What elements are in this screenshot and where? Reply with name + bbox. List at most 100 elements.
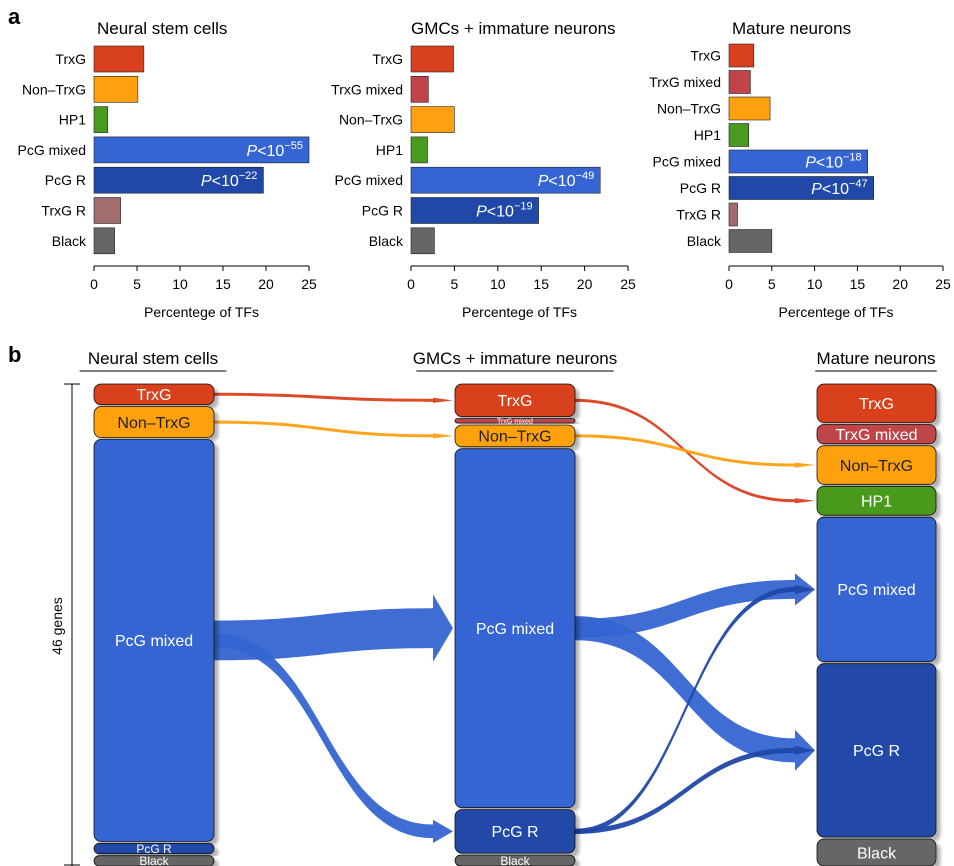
x-tick-label: 25	[620, 276, 636, 292]
p-value-annotation: P<10−22	[201, 170, 257, 190]
bar-non-trxg	[728, 96, 771, 121]
stage-title: Neural stem cells	[88, 349, 218, 368]
category-label: HP1	[694, 127, 721, 143]
node-label: TrxG	[859, 396, 894, 413]
p-base: <10	[816, 155, 843, 172]
node-trxg-mixed	[454, 418, 576, 424]
node-non-trxg	[454, 424, 576, 448]
p-symbol: P	[247, 143, 258, 160]
bar-pcg-mixed	[410, 166, 601, 194]
stage-title: GMCs + immature neurons	[413, 349, 618, 368]
flow-non-trxg-to-non-trxg	[575, 434, 815, 468]
p-value-annotation: P<10−55	[247, 140, 303, 160]
p-symbol: P	[476, 204, 487, 221]
p-base: <10	[212, 173, 239, 190]
bar-trxg	[93, 45, 145, 73]
x-axis-label: Percentege of TFs	[144, 304, 259, 320]
x-tick-label: 10	[490, 276, 506, 292]
node-pcg-mixed	[93, 439, 215, 842]
node-label: HP1	[861, 494, 892, 511]
x-tick-label: 15	[533, 276, 549, 292]
p-symbol: P	[201, 173, 212, 190]
p-symbol: P	[811, 181, 822, 198]
category-label: Black	[52, 233, 87, 249]
node-label: Black	[857, 845, 897, 862]
category-label: Black	[687, 233, 722, 249]
p-exponent: −18	[843, 152, 862, 164]
x-tick-label: 20	[892, 276, 908, 292]
x-tick-label: 20	[577, 276, 593, 292]
node-trxg	[93, 383, 215, 406]
chart-title: Mature neurons	[732, 19, 851, 38]
node-label: TrxG mixed	[835, 427, 917, 444]
panel-a-label: a	[8, 4, 21, 29]
stage-title: Mature neurons	[816, 349, 935, 368]
x-tick-label: 0	[90, 276, 98, 292]
node-label: Non–TrxG	[117, 415, 190, 432]
flow-trxg-to-trxg	[214, 392, 453, 403]
p-value-annotation: P<10−47	[811, 178, 867, 198]
bar-chart-3: Mature neurons TrxG TrxG mixed Non–TrxG HP1 P…	[649, 19, 951, 320]
x-tick-label: 20	[258, 276, 274, 292]
x-tick-label: 0	[407, 276, 415, 292]
node-trxg-mixed	[816, 424, 937, 445]
x-tick-label: 15	[850, 276, 866, 292]
bar-trxg-r	[93, 197, 121, 224]
node-label: PcG R	[136, 842, 172, 856]
node-label: PcG mixed	[476, 621, 554, 638]
node-label: PcG mixed	[115, 633, 193, 650]
panel-b-label: b	[8, 342, 21, 367]
node-hp1	[816, 485, 937, 516]
node-label: Non–TrxG	[478, 429, 551, 446]
x-tick-label: 0	[725, 276, 733, 292]
bar-pcg-mixed	[728, 149, 868, 174]
node-label: Black	[139, 854, 169, 866]
bar-chart-1: Neural stem cells TrxG Non–TrxG HP1 PcG mixe…	[18, 19, 317, 320]
p-exponent: −19	[514, 201, 533, 213]
x-tick-label: 10	[807, 276, 823, 292]
flow-pcg-mixed-to-pcg-r	[214, 633, 453, 843]
x-tick-label: 25	[301, 276, 317, 292]
node-pcg-mixed	[454, 448, 576, 809]
bar-pcg-r	[93, 166, 264, 194]
category-label: Non–TrxG	[22, 81, 86, 97]
bar-charts-panel: Neural stem cells TrxG Non–TrxG HP1 PcG mixe…	[18, 19, 951, 320]
bar-pcg-mixed	[93, 136, 310, 164]
bar-trxg	[410, 45, 454, 73]
category-label: Black	[369, 233, 404, 249]
p-base: <10	[548, 173, 575, 190]
node-black	[454, 854, 576, 866]
category-label: TrxG mixed	[331, 81, 403, 97]
bar-black	[410, 227, 435, 255]
node-label: TrxG	[137, 387, 172, 404]
bar-non-trxg	[93, 76, 139, 103]
category-label: TrxG	[690, 48, 721, 64]
node-trxg	[454, 383, 576, 418]
node-label: Non–TrxG	[840, 458, 913, 475]
category-label: TrxG	[55, 51, 86, 67]
flow-non-trxg-to-non-trxg	[214, 420, 453, 439]
p-symbol: P	[538, 173, 549, 190]
category-label: Non–TrxG	[657, 101, 721, 117]
bar-black	[93, 227, 115, 255]
total-genes-label: 46 genes	[49, 597, 65, 655]
node-black	[93, 855, 215, 866]
node-label: PcG R	[491, 824, 538, 841]
node-non-trxg	[816, 445, 937, 485]
x-tick-label: 15	[215, 276, 231, 292]
category-label: Non–TrxG	[339, 112, 403, 128]
bar-hp1	[93, 106, 109, 133]
x-tick-label: 25	[935, 276, 951, 292]
category-label: HP1	[376, 142, 403, 158]
p-value-annotation: P<10−49	[538, 170, 594, 190]
category-label: PcG mixed	[18, 142, 86, 158]
category-label: HP1	[59, 112, 86, 128]
node-label: PcG mixed	[837, 582, 915, 599]
flow-pcg-mixed-to-pcg-r	[575, 616, 815, 771]
flow-pcg-mixed-to-pcg-mixed	[575, 573, 815, 638]
node-trxg	[816, 383, 937, 423]
p-base: <10	[487, 204, 514, 221]
